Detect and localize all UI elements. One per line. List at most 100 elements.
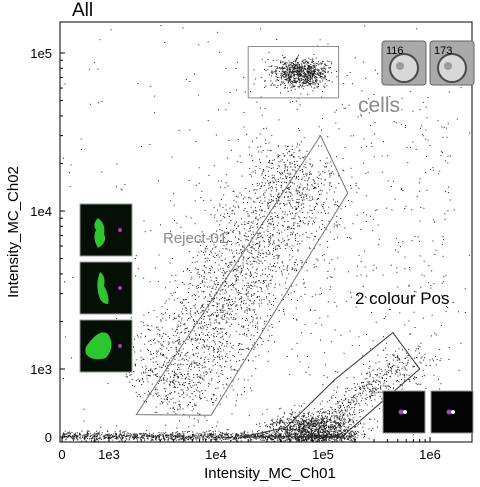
data-point bbox=[322, 255, 324, 257]
data-point bbox=[409, 380, 411, 382]
data-point bbox=[185, 436, 187, 438]
data-point bbox=[347, 438, 349, 440]
data-point bbox=[310, 434, 311, 436]
data-point bbox=[334, 429, 335, 431]
data-point bbox=[317, 418, 319, 420]
data-point bbox=[178, 366, 180, 368]
data-point bbox=[240, 307, 242, 309]
data-point bbox=[336, 427, 337, 429]
data-point bbox=[266, 155, 268, 157]
data-point bbox=[143, 277, 145, 279]
data-point bbox=[281, 185, 282, 187]
data-point bbox=[203, 434, 205, 436]
data-point bbox=[276, 434, 278, 436]
data-point bbox=[287, 437, 289, 439]
data-point bbox=[235, 434, 237, 436]
data-point bbox=[369, 376, 371, 378]
data-point bbox=[341, 409, 343, 411]
data-point bbox=[263, 194, 265, 196]
data-point bbox=[367, 381, 369, 383]
data-point bbox=[143, 400, 145, 402]
data-point bbox=[194, 339, 196, 341]
data-point bbox=[220, 220, 222, 222]
data-point bbox=[231, 210, 233, 212]
data-point bbox=[226, 321, 228, 323]
data-point bbox=[304, 427, 306, 429]
data-point bbox=[221, 252, 223, 254]
data-point bbox=[223, 237, 224, 239]
data-point bbox=[180, 332, 182, 334]
data-point bbox=[272, 250, 274, 252]
data-point bbox=[275, 179, 277, 181]
data-point bbox=[295, 438, 297, 440]
data-point bbox=[276, 216, 278, 218]
data-point bbox=[353, 422, 355, 424]
data-point bbox=[370, 390, 372, 392]
data-point bbox=[308, 423, 310, 425]
data-point bbox=[329, 231, 331, 233]
data-point bbox=[348, 433, 350, 435]
data-point bbox=[290, 419, 292, 421]
data-point bbox=[219, 438, 221, 440]
data-point bbox=[246, 288, 248, 290]
data-point bbox=[263, 281, 264, 283]
data-point bbox=[305, 173, 307, 175]
data-point bbox=[163, 363, 165, 365]
data-point bbox=[291, 437, 293, 438]
data-point bbox=[310, 433, 312, 435]
data-point bbox=[221, 432, 223, 433]
data-point bbox=[293, 417, 295, 418]
data-point bbox=[287, 226, 289, 228]
data-point bbox=[181, 319, 183, 321]
data-point bbox=[213, 435, 215, 436]
data-point bbox=[169, 384, 171, 386]
data-point bbox=[261, 290, 263, 292]
data-point bbox=[175, 346, 177, 348]
data-point bbox=[331, 409, 333, 410]
data-point bbox=[226, 278, 228, 280]
data-point bbox=[157, 435, 159, 436]
data-point bbox=[249, 226, 251, 228]
data-point bbox=[276, 420, 278, 422]
data-point bbox=[220, 434, 222, 436]
data-point bbox=[292, 430, 293, 432]
data-point bbox=[278, 435, 280, 437]
data-point bbox=[340, 425, 341, 426]
data-point bbox=[230, 437, 231, 439]
data-point bbox=[168, 437, 170, 439]
data-point bbox=[195, 395, 197, 397]
data-point bbox=[209, 318, 211, 320]
data-point bbox=[357, 393, 359, 395]
data-point bbox=[184, 323, 186, 325]
data-point bbox=[316, 422, 318, 424]
data-point bbox=[341, 420, 343, 422]
data-point bbox=[207, 358, 209, 360]
data-point bbox=[228, 222, 230, 224]
data-point bbox=[246, 239, 248, 241]
data-point bbox=[250, 225, 252, 227]
data-point bbox=[316, 411, 318, 413]
data-point bbox=[329, 436, 331, 438]
data-point bbox=[335, 431, 337, 433]
data-point bbox=[273, 223, 274, 225]
data-point bbox=[281, 159, 283, 161]
data-point bbox=[268, 244, 270, 246]
data-point bbox=[288, 273, 290, 275]
data-point bbox=[186, 387, 188, 389]
data-point bbox=[253, 301, 255, 303]
data-point bbox=[154, 368, 156, 370]
data-point bbox=[240, 249, 242, 251]
data-point bbox=[200, 307, 202, 309]
data-point bbox=[211, 236, 213, 238]
data-point bbox=[344, 409, 346, 411]
data-point bbox=[66, 438, 68, 440]
data-point bbox=[303, 440, 305, 442]
data-point bbox=[328, 412, 330, 414]
data-point bbox=[93, 438, 95, 439]
data-point bbox=[293, 161, 295, 163]
data-point bbox=[245, 232, 247, 234]
data-point bbox=[242, 359, 244, 360]
data-point bbox=[362, 386, 364, 388]
data-point bbox=[242, 435, 244, 437]
data-point bbox=[292, 182, 294, 184]
